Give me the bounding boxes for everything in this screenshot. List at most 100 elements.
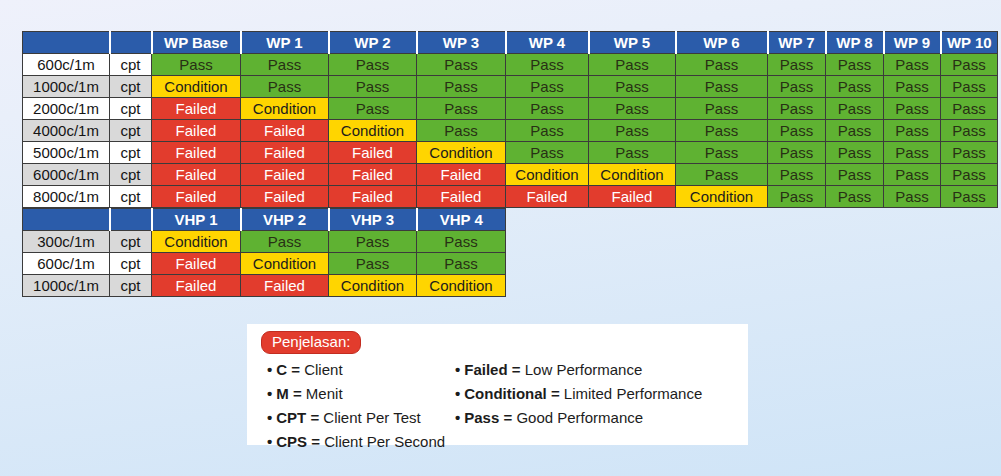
status-cell: Failed: [152, 275, 241, 297]
legend-term: Failed =: [464, 361, 520, 378]
status-cell: Failed: [152, 142, 241, 164]
legend-term: Pass =: [464, 409, 512, 426]
status-cell: Failed: [241, 186, 329, 208]
table-row: 1000c/1mcptFailedFailedConditionConditio…: [23, 275, 506, 297]
blank-header: [23, 32, 110, 54]
status-cell: Pass: [676, 98, 768, 120]
wp-results-table: WP BaseWP 1WP 2WP 3WP 4WP 5WP 6WP 7WP 8W…: [22, 31, 998, 208]
status-cell: Pass: [589, 54, 676, 76]
table-row: 600c/1mcptPassPassPassPassPassPassPassPa…: [23, 54, 998, 76]
table-row: 300c/1mcptConditionPassPassPass: [23, 231, 506, 253]
status-cell: Pass: [768, 76, 826, 98]
status-cell: Pass: [417, 98, 506, 120]
bullet-icon: •: [267, 409, 272, 426]
legend-item: •Pass = Good Performance: [455, 406, 702, 430]
status-cell: Condition: [589, 164, 676, 186]
status-cell: Pass: [676, 164, 768, 186]
status-cell: Pass: [506, 142, 589, 164]
unit-cell: cpt: [110, 54, 152, 76]
status-cell: Pass: [941, 186, 998, 208]
legend-term: C =: [276, 361, 300, 378]
column-header: VHP 1: [152, 209, 241, 231]
bullet-icon: •: [267, 361, 272, 378]
header-row: WP BaseWP 1WP 2WP 3WP 4WP 5WP 6WP 7WP 8W…: [23, 32, 998, 54]
bullet-icon: •: [267, 385, 272, 402]
bullet-icon: •: [455, 409, 460, 426]
status-cell: Pass: [676, 54, 768, 76]
status-cell: Pass: [768, 54, 826, 76]
status-cell: Pass: [152, 54, 241, 76]
status-cell: Pass: [768, 164, 826, 186]
status-cell: Pass: [941, 164, 998, 186]
column-header: VHP 4: [417, 209, 506, 231]
status-cell: Pass: [768, 120, 826, 142]
status-cell: Pass: [329, 76, 417, 98]
status-cell: Pass: [589, 142, 676, 164]
column-header: WP 5: [589, 32, 676, 54]
status-cell: Failed: [152, 120, 241, 142]
table-row: 4000c/1mcptFailedFailedConditionPassPass…: [23, 120, 998, 142]
page-background: { "chart_data": [ { "type": "table", "co…: [0, 0, 1001, 476]
status-cell: Pass: [506, 120, 589, 142]
row-label: 600c/1m: [23, 54, 110, 76]
table-row: 600c/1mcptFailedConditionPassPass: [23, 253, 506, 275]
status-cell: Pass: [941, 98, 998, 120]
status-cell: Pass: [329, 231, 417, 253]
column-header: WP 2: [329, 32, 417, 54]
row-label: 1000c/1m: [23, 275, 110, 297]
column-header: WP 7: [768, 32, 826, 54]
vhp-results-table: VHP 1VHP 2VHP 3VHP 4300c/1mcptConditionP…: [22, 208, 506, 297]
row-label: 5000c/1m: [23, 142, 110, 164]
blank-header: [110, 209, 152, 231]
legend-description: Client: [300, 361, 343, 378]
legend-description: Low Performance: [521, 361, 643, 378]
legend-item: •CPS = Client Per Second: [267, 430, 455, 454]
column-header: WP Base: [152, 32, 241, 54]
legend-term: Conditional =: [464, 385, 559, 402]
status-cell: Pass: [884, 164, 941, 186]
status-cell: Pass: [826, 186, 884, 208]
row-label: 8000c/1m: [23, 186, 110, 208]
status-cell: Pass: [768, 186, 826, 208]
status-cell: Failed: [329, 164, 417, 186]
legend-description: Good Performance: [512, 409, 643, 426]
unit-cell: cpt: [110, 76, 152, 98]
legend-item: •Conditional = Limited Performance: [455, 382, 702, 406]
column-header: VHP 2: [241, 209, 329, 231]
status-cell: Failed: [152, 186, 241, 208]
status-cell: Condition: [241, 98, 329, 120]
column-header: VHP 3: [329, 209, 417, 231]
status-cell: Pass: [826, 54, 884, 76]
table-row: 5000c/1mcptFailedFailedFailedConditionPa…: [23, 142, 998, 164]
status-cell: Failed: [417, 186, 506, 208]
legend-columns: •C = Client•M = Menit•CPT = Client Per T…: [267, 358, 702, 454]
status-cell: Pass: [589, 98, 676, 120]
status-cell: Condition: [506, 164, 589, 186]
status-cell: Failed: [506, 186, 589, 208]
status-cell: Pass: [241, 54, 329, 76]
unit-cell: cpt: [110, 231, 152, 253]
status-cell: Pass: [417, 54, 506, 76]
status-cell: Pass: [826, 142, 884, 164]
status-cell: Pass: [884, 98, 941, 120]
status-cell: Pass: [676, 120, 768, 142]
legend-description: Client Per Second: [320, 433, 445, 450]
unit-cell: cpt: [110, 253, 152, 275]
status-cell: Condition: [329, 120, 417, 142]
legend-item: •Failed = Low Performance: [455, 358, 702, 382]
status-cell: Failed: [589, 186, 676, 208]
column-header: WP 3: [417, 32, 506, 54]
bullet-icon: •: [455, 385, 460, 402]
status-cell: Pass: [417, 231, 506, 253]
status-cell: Failed: [152, 164, 241, 186]
status-cell: Pass: [506, 54, 589, 76]
status-cell: Pass: [826, 120, 884, 142]
unit-cell: cpt: [110, 275, 152, 297]
status-cell: Pass: [417, 120, 506, 142]
header-row: VHP 1VHP 2VHP 3VHP 4: [23, 209, 506, 231]
status-cell: Pass: [329, 54, 417, 76]
status-cell: Pass: [329, 253, 417, 275]
status-cell: Condition: [417, 275, 506, 297]
status-cell: Pass: [676, 76, 768, 98]
blank-header: [23, 209, 110, 231]
